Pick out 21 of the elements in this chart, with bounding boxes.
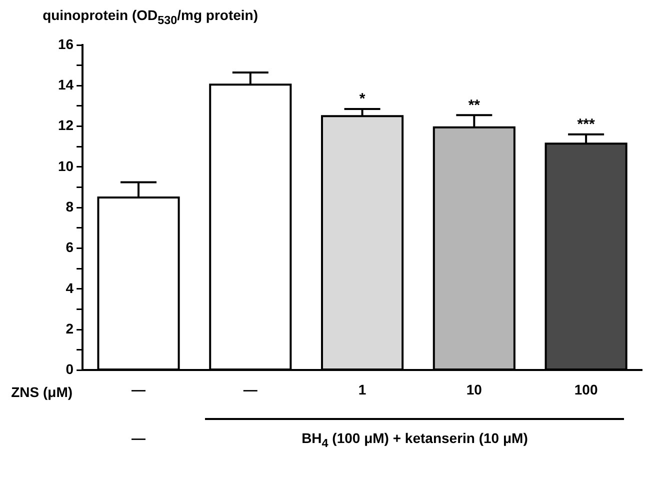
x-tick-label: 10 bbox=[466, 381, 482, 398]
x-tick-label: 1 bbox=[358, 381, 366, 398]
y-tick-label: 6 bbox=[66, 239, 74, 256]
annotation: * bbox=[359, 90, 366, 108]
y-tick-label: 2 bbox=[66, 320, 74, 336]
y-tick-label: 16 bbox=[58, 36, 74, 52]
y-tick-label: 8 bbox=[66, 198, 74, 214]
y-tick-label: 14 bbox=[58, 76, 74, 93]
x-tick-label: — bbox=[243, 381, 258, 398]
y-tick-label: 0 bbox=[66, 361, 74, 378]
x-tick-label: — bbox=[132, 381, 146, 398]
y-tick-label: 4 bbox=[66, 280, 74, 296]
text: ZNS (μM) bbox=[11, 384, 73, 400]
annotation: ** bbox=[468, 96, 480, 114]
y-tick-label: 12 bbox=[58, 117, 74, 134]
text: BH$_{4}$ (100 μM) + ketanserin (10 μM) bbox=[205, 418, 624, 450]
annotation: *** bbox=[577, 116, 595, 134]
y-axis-title: quinoprotein (OD$_{530}$/mg protein) bbox=[42, 7, 258, 27]
x-tick-label: 100 bbox=[574, 381, 598, 398]
text: — bbox=[132, 430, 146, 446]
y-tick-label: 10 bbox=[58, 158, 74, 174]
